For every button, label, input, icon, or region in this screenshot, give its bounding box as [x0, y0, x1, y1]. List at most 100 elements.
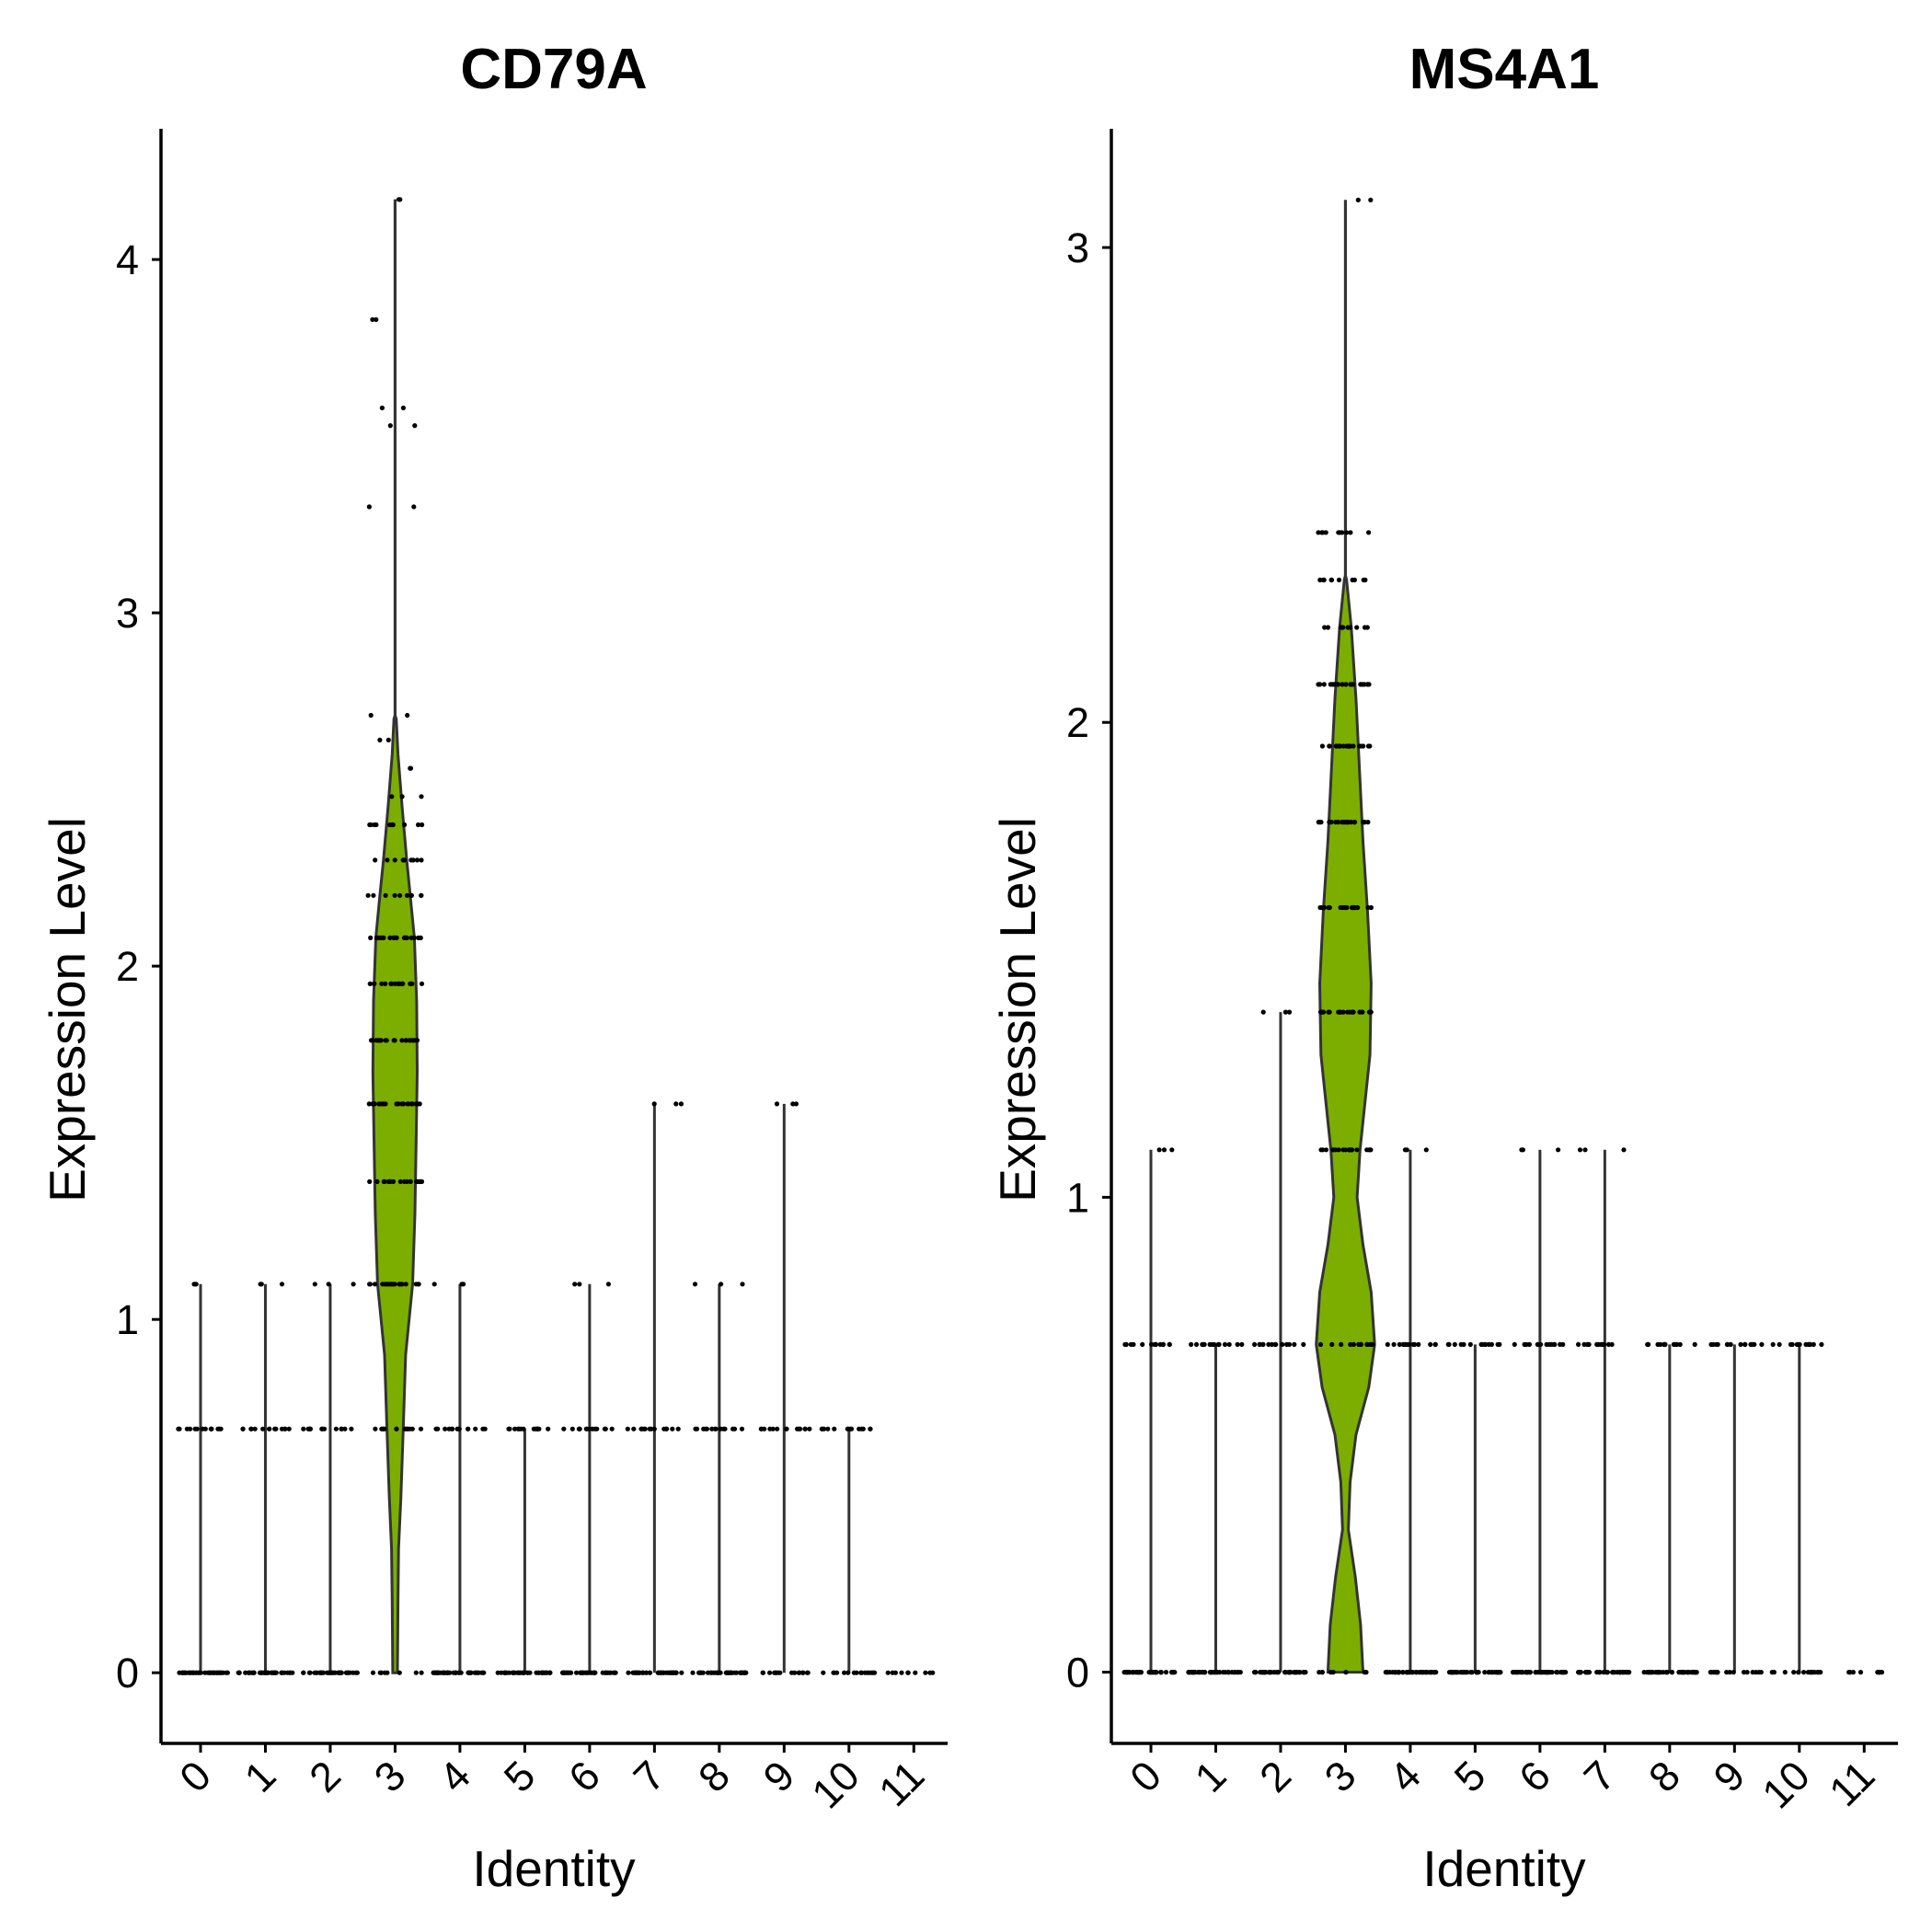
data-point-cluster-9 — [1752, 1341, 1757, 1347]
data-point-cluster-3 — [1361, 743, 1366, 749]
x-tick-label: 8 — [689, 1752, 739, 1801]
y-tick-label: 0 — [116, 1650, 139, 1696]
data-point-cluster-1 — [1222, 1341, 1228, 1347]
data-point-cluster-10 — [1810, 1670, 1816, 1675]
data-point-cluster-3 — [412, 423, 418, 429]
data-point-cluster-5 — [544, 1670, 549, 1675]
data-point-cluster-3 — [403, 1282, 408, 1287]
data-point-cluster-9 — [1708, 1670, 1713, 1675]
data-point-cluster-9 — [1724, 1341, 1730, 1347]
data-point-cluster-4 — [1413, 1670, 1419, 1675]
data-point-cluster-3 — [377, 737, 383, 743]
data-point-cluster-1 — [1216, 1341, 1222, 1347]
data-point-cluster-3 — [399, 1038, 405, 1043]
data-point-cluster-1 — [279, 1282, 285, 1287]
data-point-cluster-1 — [248, 1426, 254, 1432]
data-point-cluster-3 — [420, 822, 425, 828]
data-point-cluster-3 — [408, 892, 414, 898]
x-tick-label: 8 — [1639, 1752, 1689, 1801]
x-tick-label: 2 — [1250, 1752, 1300, 1801]
data-point-cluster-0 — [202, 1670, 208, 1675]
data-point-cluster-0 — [184, 1426, 190, 1432]
data-point-cluster-1 — [1202, 1670, 1208, 1675]
data-point-cluster-6 — [613, 1670, 618, 1675]
data-point-cluster-1 — [1212, 1341, 1217, 1347]
data-point-cluster-1 — [1187, 1670, 1192, 1675]
data-point-cluster-3 — [379, 935, 385, 941]
data-point-cluster-11 — [923, 1670, 928, 1675]
data-point-cluster-5 — [1445, 1341, 1451, 1347]
x-tick-label: 3 — [365, 1752, 415, 1801]
data-point-cluster-2 — [301, 1670, 306, 1675]
data-point-cluster-6 — [578, 1670, 583, 1675]
data-point-cluster-4 — [1428, 1341, 1433, 1347]
x-tick-label: 2 — [300, 1752, 350, 1801]
data-point-cluster-3 — [1336, 1147, 1341, 1153]
data-point-cluster-5 — [1487, 1670, 1492, 1675]
y-tick-label: 2 — [1066, 699, 1089, 746]
data-point-cluster-2 — [333, 1426, 339, 1432]
data-point-cluster-6 — [564, 1670, 569, 1675]
data-point-cluster-3 — [1344, 530, 1350, 535]
data-point-cluster-6 — [572, 1282, 578, 1287]
data-point-cluster-9 — [807, 1426, 812, 1432]
data-point-cluster-4 — [435, 1426, 441, 1432]
data-point-cluster-3 — [1344, 820, 1350, 825]
data-point-cluster-8 — [740, 1282, 745, 1287]
data-point-cluster-4 — [1423, 1147, 1429, 1153]
data-point-cluster-8 — [719, 1282, 724, 1287]
data-point-cluster-6 — [1549, 1670, 1555, 1675]
data-point-cluster-3 — [1367, 743, 1373, 749]
data-point-cluster-2 — [353, 1670, 359, 1675]
data-point-cluster-2 — [1301, 1670, 1306, 1675]
data-point-cluster-3 — [1317, 1341, 1324, 1347]
data-point-cluster-4 — [1407, 1341, 1412, 1347]
data-point-cluster-2 — [1260, 1009, 1266, 1015]
data-point-cluster-7 — [1585, 1341, 1591, 1347]
data-point-cluster-7 — [626, 1670, 631, 1675]
data-point-cluster-10 — [1818, 1670, 1823, 1675]
data-point-cluster-11 — [913, 1670, 918, 1675]
data-point-cluster-3 — [1351, 1341, 1356, 1347]
data-point-cluster-3 — [405, 712, 410, 719]
data-point-cluster-6 — [1520, 1670, 1525, 1675]
x-tick-label: 1 — [1186, 1752, 1236, 1801]
data-point-cluster-1 — [240, 1426, 246, 1432]
data-point-cluster-8 — [713, 1426, 719, 1432]
data-point-cluster-11 — [1857, 1670, 1864, 1675]
data-point-cluster-4 — [1387, 1670, 1393, 1675]
data-point-cluster-3 — [1362, 625, 1368, 630]
data-point-cluster-3 — [385, 1179, 391, 1184]
data-point-cluster-0 — [193, 1282, 199, 1287]
data-point-cluster-3 — [373, 857, 378, 863]
data-point-cluster-2 — [1286, 1009, 1293, 1015]
data-point-cluster-3 — [1343, 682, 1349, 687]
data-point-cluster-3 — [1354, 1147, 1360, 1153]
data-point-cluster-9 — [762, 1426, 767, 1432]
data-point-cluster-3 — [419, 892, 424, 898]
data-point-cluster-0 — [1152, 1341, 1157, 1347]
data-point-cluster-1 — [267, 1426, 272, 1432]
data-point-cluster-3 — [403, 1038, 409, 1043]
data-point-cluster-3 — [401, 1101, 407, 1107]
data-point-cluster-2 — [1284, 1341, 1290, 1347]
data-point-cluster-3 — [1338, 904, 1343, 911]
data-point-cluster-7 — [673, 1670, 679, 1675]
data-point-cluster-3 — [1319, 743, 1325, 749]
data-point-cluster-1 — [1232, 1670, 1237, 1675]
data-point-cluster-5 — [1465, 1670, 1470, 1675]
data-point-cluster-4 — [1406, 1670, 1411, 1675]
data-point-cluster-7 — [641, 1426, 647, 1432]
data-point-cluster-7 — [1582, 1147, 1588, 1153]
data-point-cluster-5 — [535, 1670, 542, 1675]
data-point-cluster-7 — [657, 1670, 662, 1675]
data-point-cluster-10 — [832, 1426, 837, 1432]
data-point-cluster-6 — [1547, 1341, 1552, 1347]
data-point-cluster-3 — [1366, 1009, 1372, 1015]
data-point-cluster-3 — [1340, 682, 1345, 687]
data-point-cluster-7 — [673, 1101, 679, 1107]
data-point-cluster-8 — [717, 1670, 722, 1675]
data-point-cluster-3 — [408, 1179, 413, 1184]
data-point-cluster-5 — [516, 1426, 522, 1432]
